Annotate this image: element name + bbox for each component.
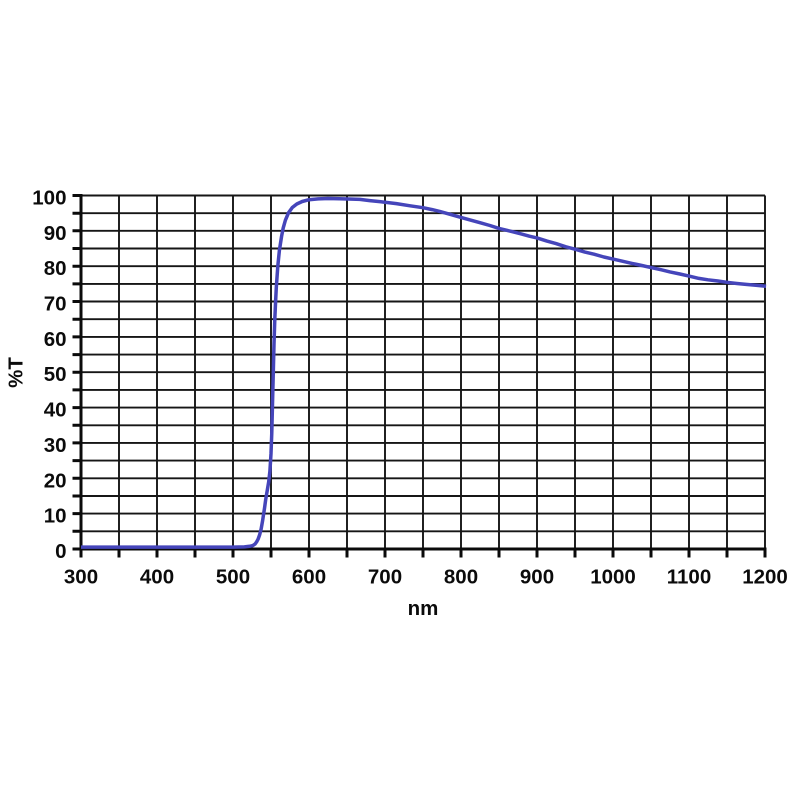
svg-text:600: 600 xyxy=(292,566,326,589)
svg-text:900: 900 xyxy=(520,566,554,589)
svg-text:500: 500 xyxy=(216,566,250,589)
svg-text:90: 90 xyxy=(44,222,67,245)
svg-text:nm: nm xyxy=(408,597,439,620)
svg-text:50: 50 xyxy=(44,363,67,386)
svg-text:30: 30 xyxy=(44,434,67,457)
svg-text:0: 0 xyxy=(55,540,66,563)
svg-text:100: 100 xyxy=(32,187,66,210)
svg-text:1100: 1100 xyxy=(667,566,711,589)
svg-text:1000: 1000 xyxy=(590,566,636,589)
svg-text:70: 70 xyxy=(44,293,67,316)
svg-text:20: 20 xyxy=(44,469,67,492)
svg-text:700: 700 xyxy=(368,566,402,589)
svg-text:10: 10 xyxy=(44,505,67,528)
svg-text:300: 300 xyxy=(64,566,98,589)
svg-text:40: 40 xyxy=(44,399,67,422)
svg-text:400: 400 xyxy=(140,566,174,589)
svg-text:60: 60 xyxy=(44,328,67,351)
svg-text:80: 80 xyxy=(44,257,67,280)
svg-text:%T: %T xyxy=(5,357,28,388)
svg-text:800: 800 xyxy=(444,566,478,589)
svg-text:1200: 1200 xyxy=(742,566,788,589)
